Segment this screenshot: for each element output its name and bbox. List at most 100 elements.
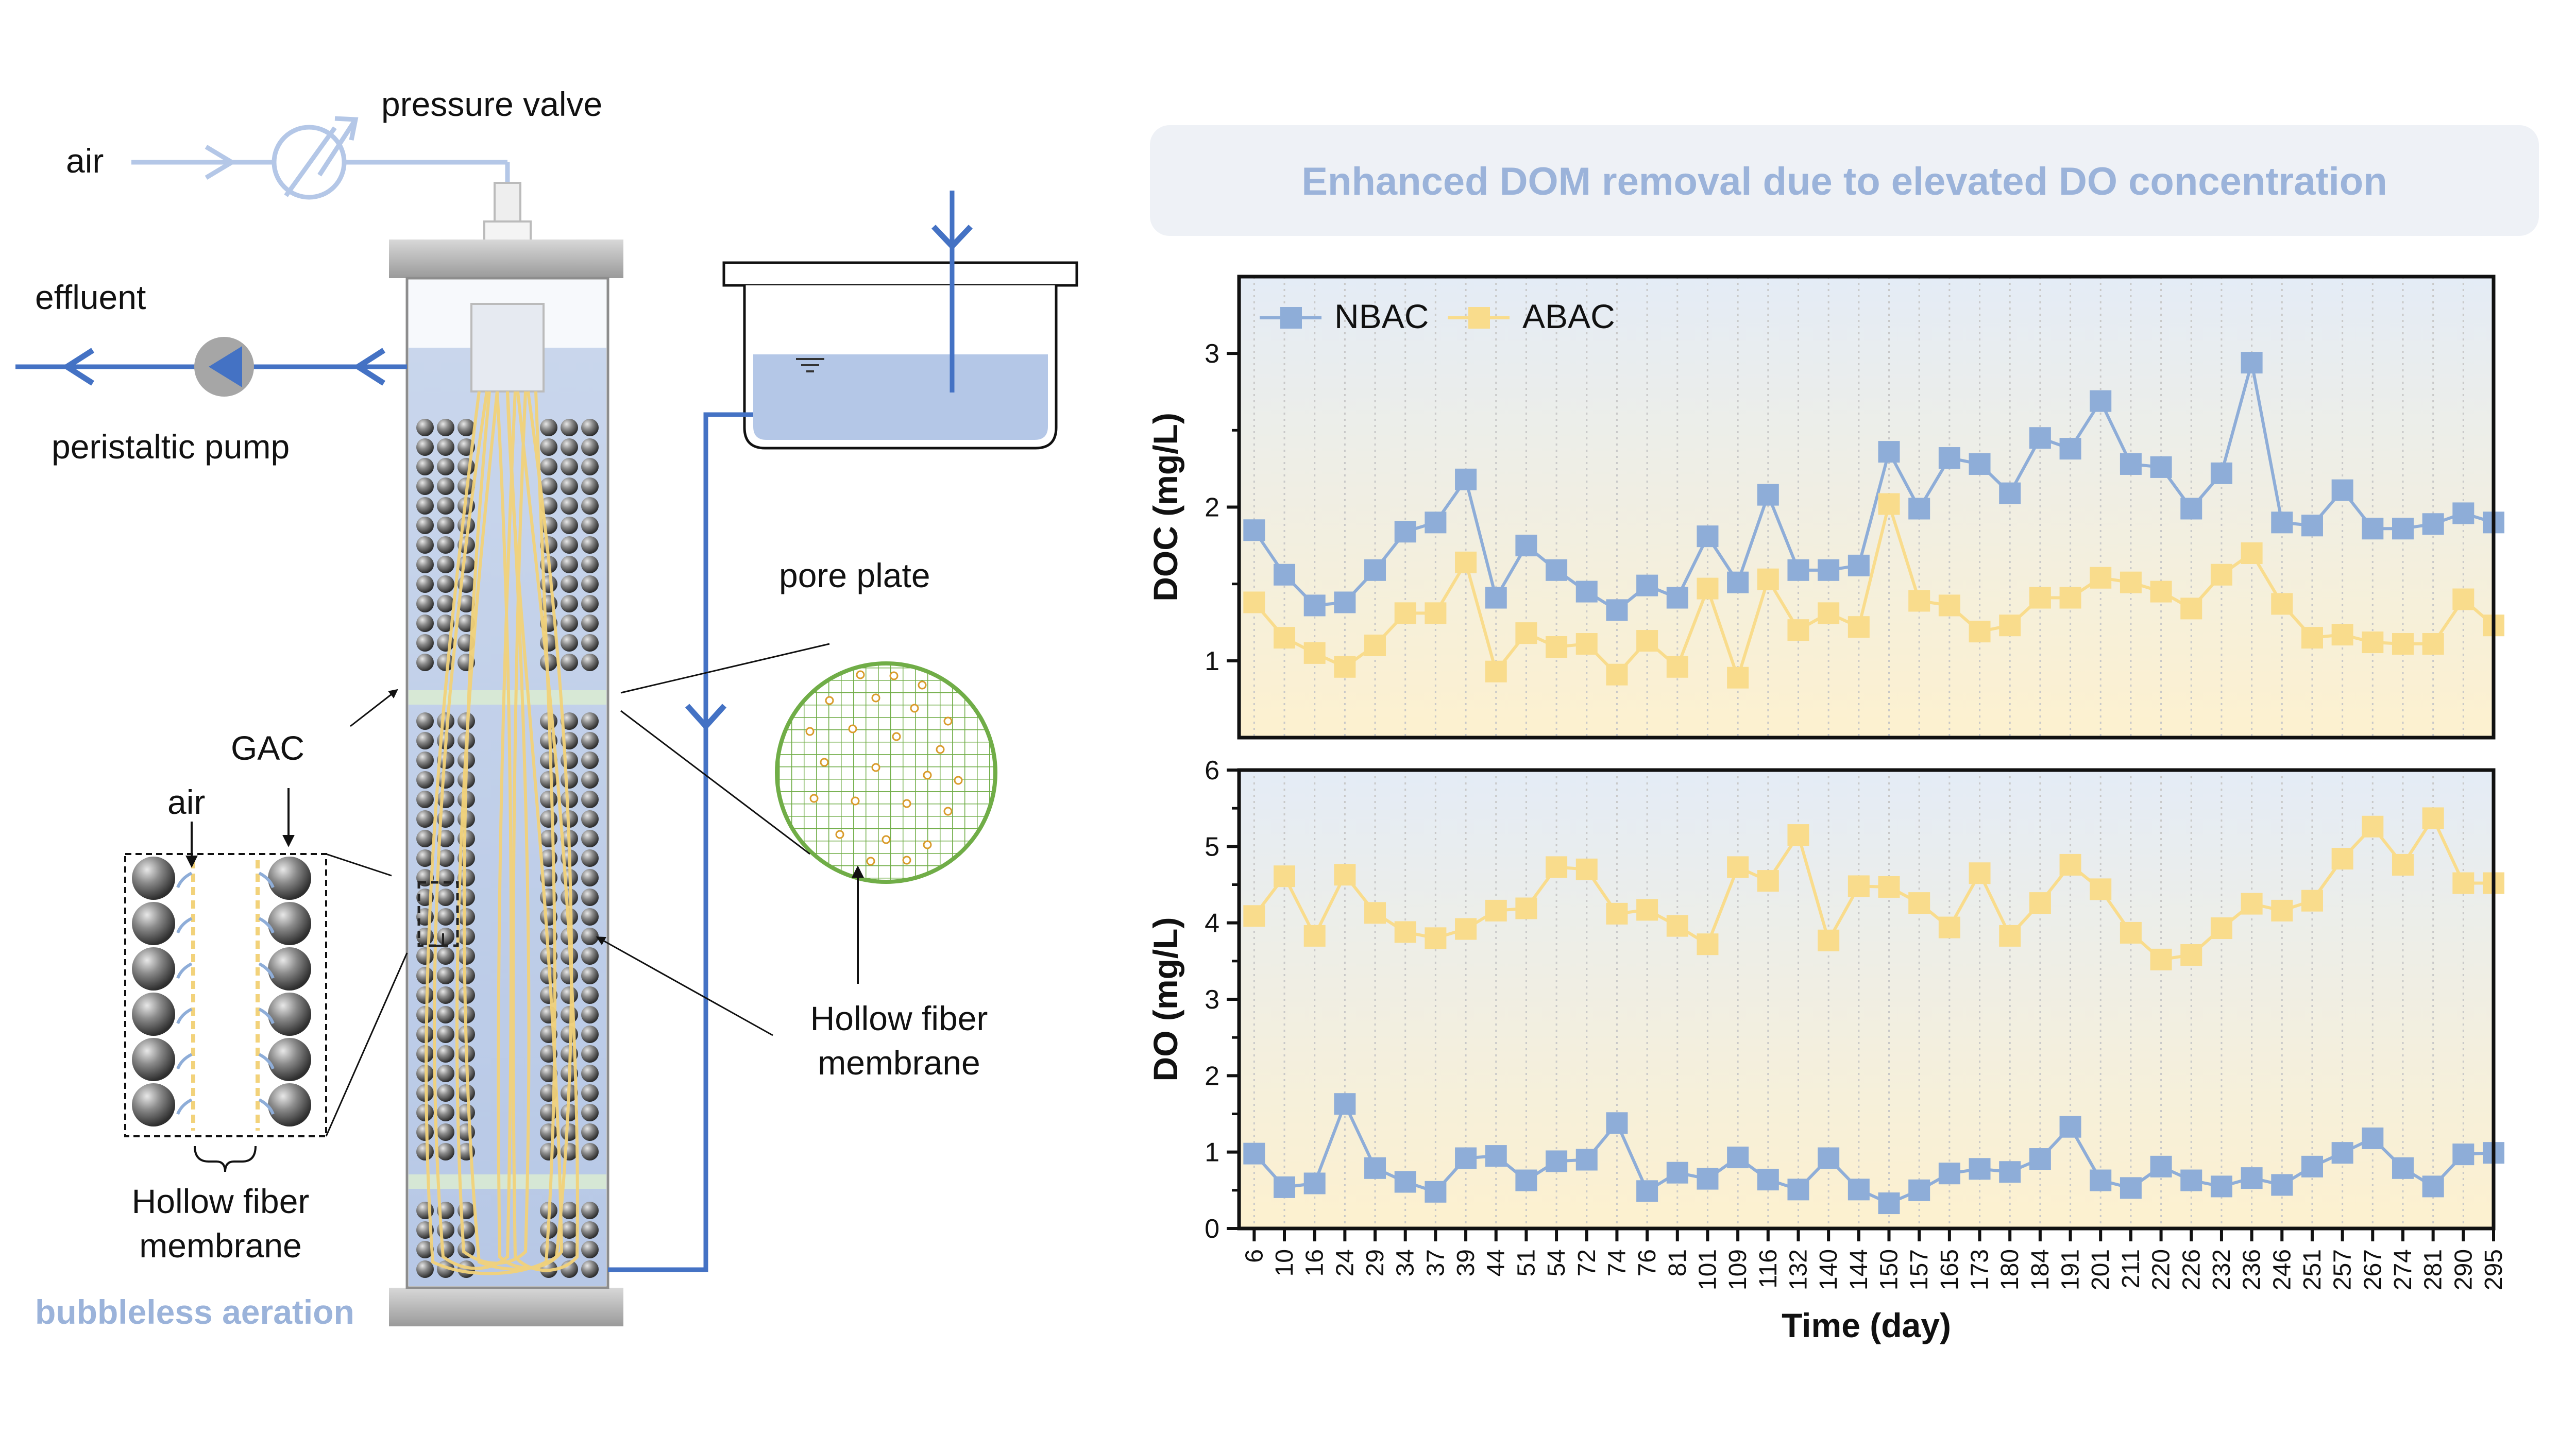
gac-bead <box>540 1123 557 1141</box>
data-point-abac <box>1697 577 1719 600</box>
data-point-nbac <box>2422 513 2444 535</box>
data-point-abac <box>1243 591 1265 613</box>
data-point-nbac <box>1636 574 1658 596</box>
diffusion-arrow <box>176 872 193 889</box>
gac-bead <box>581 791 599 808</box>
pore-hole <box>882 835 891 844</box>
gac-bead <box>416 712 434 730</box>
gac-bead <box>416 830 434 847</box>
x-tick-label: 184 <box>2027 1249 2054 1290</box>
gac-bead <box>437 849 454 867</box>
gac-bead <box>437 1026 454 1043</box>
data-point-nbac <box>1999 482 2021 504</box>
pore-hole <box>918 680 927 690</box>
gac-bead <box>581 712 599 730</box>
gac-bead <box>581 732 599 749</box>
gac-bead <box>540 752 557 769</box>
data-point-nbac <box>1938 1163 1960 1185</box>
gac-bead <box>540 791 557 808</box>
gac-bead <box>437 419 454 436</box>
data-point-abac <box>1334 864 1356 886</box>
data-point-nbac <box>1969 453 1991 475</box>
gac-bead <box>132 902 175 945</box>
x-tick-label: 295 <box>2480 1249 2507 1290</box>
gac-bead <box>457 595 475 612</box>
x-tick-label: 29 <box>1362 1249 1389 1276</box>
pore-holes <box>805 670 963 866</box>
gac-bead <box>416 791 434 808</box>
bubbleless-aeration-label: bubbleless aeration <box>35 1293 354 1331</box>
gac-bead <box>416 556 434 573</box>
gac-bead <box>437 458 454 475</box>
data-point-nbac <box>1636 1180 1658 1202</box>
data-point-abac <box>1666 656 1688 678</box>
data-point-abac <box>2392 853 2414 876</box>
data-point-abac <box>1969 862 1991 884</box>
x-tick-label: 37 <box>1422 1249 1449 1276</box>
gac-bead <box>437 1065 454 1082</box>
data-point-abac <box>1515 622 1537 644</box>
gac-bead <box>581 575 599 593</box>
pore-hole <box>809 794 819 803</box>
data-point-nbac <box>1969 1158 1991 1180</box>
gac-bead <box>581 1065 599 1082</box>
x-tick-label: 24 <box>1331 1249 1359 1276</box>
diffusion-arrow <box>258 1098 275 1115</box>
reactor-diagram: air pressure valve <box>15 85 1078 1331</box>
gac-label: GAC <box>231 729 304 767</box>
gac-bead <box>416 497 434 515</box>
peristaltic-pump-label: peristaltic pump <box>52 428 290 466</box>
data-point-nbac <box>2392 1157 2414 1179</box>
diffusion-arrow <box>176 917 193 934</box>
inset-hollow-fiber-label: Hollow fiber membrane <box>132 1182 310 1265</box>
gac-bead <box>416 771 434 789</box>
gac-bead <box>540 477 557 495</box>
hollow-fiber-pointer <box>596 936 773 1036</box>
pressure-valve-label: pressure valve <box>381 85 602 123</box>
data-point-nbac <box>1848 554 1870 576</box>
gac-bead <box>581 419 599 436</box>
gac-bead <box>581 771 599 789</box>
gac-bead <box>416 477 434 495</box>
gac-bead <box>561 771 578 789</box>
data-point-abac <box>1908 892 1930 914</box>
data-point-nbac <box>1425 511 1447 534</box>
data-point-nbac <box>1394 1171 1416 1193</box>
banner: Enhanced DOM removal due to elevated DO … <box>1150 125 2539 236</box>
data-point-nbac <box>2059 438 2081 460</box>
data-point-abac <box>2120 571 2142 593</box>
gac-bead <box>581 1104 599 1121</box>
data-point-abac <box>2029 587 2051 609</box>
gac-bead <box>132 1038 175 1081</box>
x-tick-label: 132 <box>1785 1249 1812 1290</box>
data-point-nbac <box>1485 587 1507 609</box>
data-point-nbac <box>2271 511 2293 534</box>
x-tick-label: 150 <box>1876 1249 1903 1290</box>
gac-bead <box>561 536 578 554</box>
x-tick-label: 34 <box>1392 1249 1419 1276</box>
data-point-abac <box>2150 581 2172 603</box>
data-point-abac <box>1394 602 1416 624</box>
data-point-abac <box>2452 588 2475 610</box>
gac-bead <box>268 1083 311 1126</box>
diffusion-arrow <box>258 917 275 934</box>
gac-bead <box>437 536 454 554</box>
pore-hole <box>943 716 953 726</box>
gac-bead <box>540 458 557 475</box>
data-point-nbac <box>1515 1169 1537 1191</box>
data-point-abac <box>2241 893 2263 915</box>
data-point-nbac <box>1575 581 1598 603</box>
data-point-abac <box>2422 807 2444 829</box>
data-point-nbac <box>1303 594 1326 617</box>
gac-bead <box>437 477 454 495</box>
gac-bead <box>581 654 599 671</box>
data-point-abac <box>1303 642 1326 664</box>
air-label: air <box>66 142 104 180</box>
data-point-abac <box>2301 890 2323 912</box>
gac-bead <box>540 830 557 847</box>
data-point-nbac <box>1274 1176 1296 1198</box>
data-point-nbac <box>1515 535 1537 557</box>
data-point-abac <box>2362 815 2384 838</box>
data-point-abac <box>1364 902 1386 924</box>
gac-bead <box>561 791 578 808</box>
